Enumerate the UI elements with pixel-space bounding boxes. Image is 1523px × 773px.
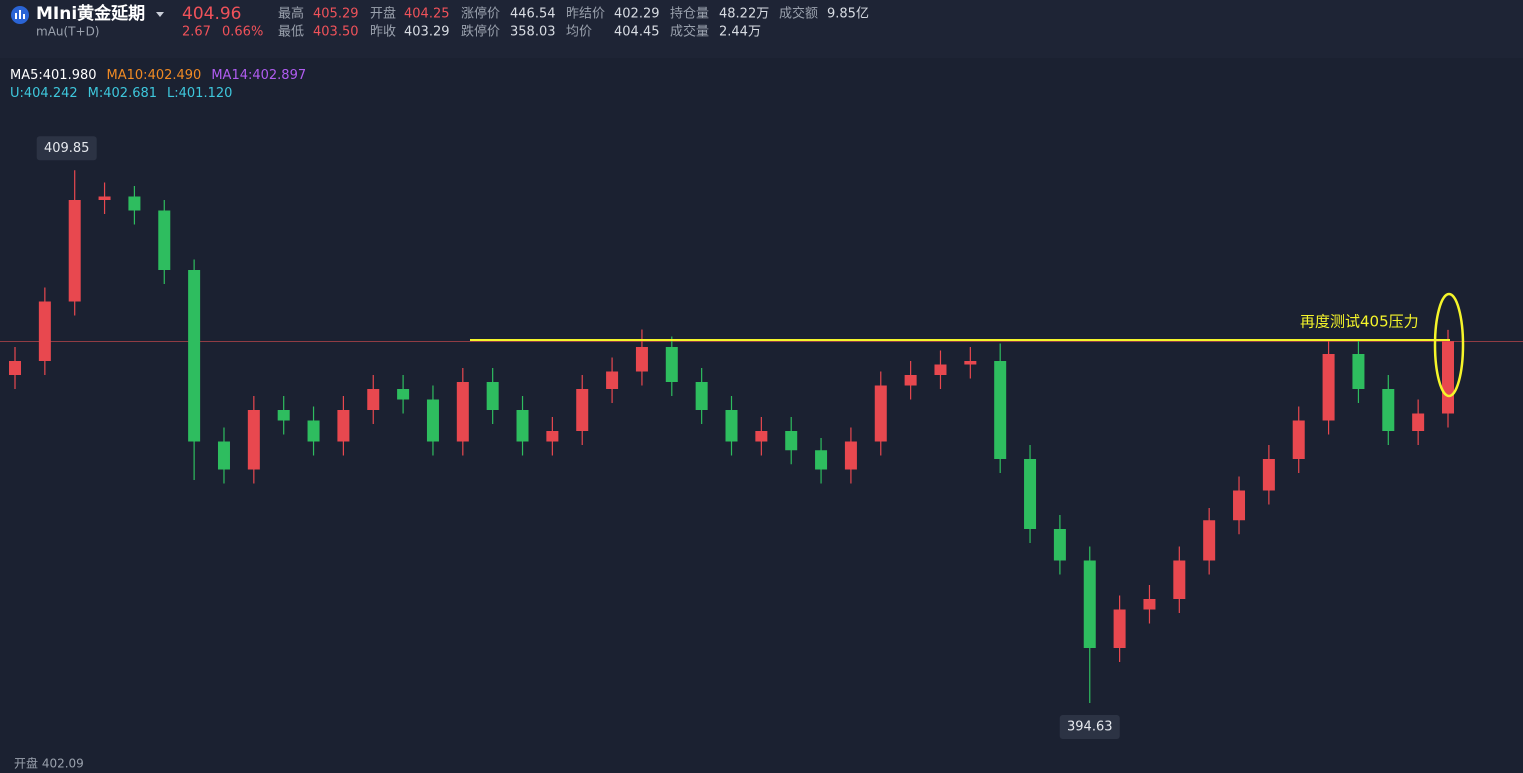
candle-body <box>486 382 499 410</box>
candle-body <box>307 420 320 442</box>
field-label: 最高 <box>278 6 304 22</box>
field-value: 403.50 <box>313 25 359 40</box>
candle-body <box>98 196 111 200</box>
indicator-value: U:404.242 <box>10 86 78 101</box>
candle-body <box>516 410 529 442</box>
candle-body <box>1053 529 1066 561</box>
instrument-name[interactable]: MIni黄金延期 <box>36 3 145 24</box>
candle-body <box>247 410 260 470</box>
field-label: 跌停价 <box>461 24 500 40</box>
change-pct: 0.66% <box>222 25 263 40</box>
change: 2.67 <box>182 25 211 40</box>
ma-legend: MA5:401.980 MA10:402.490 MA14:402.897 <box>10 68 306 83</box>
field-value: 48.22万 <box>719 7 769 22</box>
candle-body <box>1143 599 1156 610</box>
candle-body <box>725 410 738 442</box>
high-tag-bg <box>36 136 97 161</box>
candle-body <box>755 431 768 442</box>
candle-body <box>844 441 857 470</box>
candle-body <box>337 410 350 442</box>
candle-body <box>665 347 678 382</box>
indicator-value: MA5:401.980 <box>10 68 97 83</box>
candle-body <box>188 270 201 442</box>
candle-body <box>456 382 469 442</box>
field-label: 成交量 <box>670 24 709 40</box>
indicator-value: MA14:402.897 <box>211 68 306 83</box>
field-value: 404.45 <box>614 25 660 40</box>
candle-body <box>576 389 589 431</box>
candle-body <box>1352 354 1365 389</box>
candle-body <box>38 301 51 361</box>
field-label: 涨停价 <box>461 6 500 22</box>
candle-body <box>68 200 81 302</box>
highlight-ellipse <box>1433 292 1465 398</box>
dropdown-arrow[interactable] <box>156 12 164 17</box>
field-value: 358.03 <box>510 25 556 40</box>
candle-body <box>1262 459 1275 491</box>
header-bg <box>0 0 1523 58</box>
field-value: 403.29 <box>404 25 450 40</box>
candle-body <box>1203 520 1216 561</box>
field-value: 446.54 <box>510 7 556 22</box>
field-value: 404.25 <box>404 7 450 22</box>
candle-body <box>158 210 171 270</box>
high-tag: 409.85 <box>44 141 90 156</box>
low-tag-bg <box>1059 714 1120 739</box>
field-value: 405.29 <box>313 7 359 22</box>
candle-body <box>994 361 1007 459</box>
candle-body <box>874 385 887 442</box>
candle-body <box>1113 609 1126 648</box>
candle-body <box>1322 354 1335 421</box>
candle-body <box>695 382 708 410</box>
candle-body <box>277 410 290 421</box>
candle-body <box>426 399 439 442</box>
candle-body <box>635 347 648 372</box>
candle-body <box>964 361 977 365</box>
candle-body <box>904 375 917 386</box>
candle-body <box>367 389 380 410</box>
candle-body <box>1442 341 1454 414</box>
candle-body <box>1382 389 1395 431</box>
indicator-value: MA10:402.490 <box>107 68 202 83</box>
field-value: 9.85亿 <box>827 7 869 22</box>
field-label: 开盘 <box>370 6 396 22</box>
field-value: 2.44万 <box>719 25 761 40</box>
field-label: 均价 <box>566 25 592 40</box>
candle-body <box>934 364 947 375</box>
candle-body <box>128 196 141 211</box>
candle-body <box>1173 560 1186 599</box>
indicator-value: M:402.681 <box>88 86 157 101</box>
candle-body <box>1292 420 1305 459</box>
boll-legend: U:404.242 M:402.681 L:401.120 <box>10 86 232 101</box>
indicator-value: L:401.120 <box>167 86 232 101</box>
candle-body <box>397 389 410 400</box>
candle-body <box>606 371 619 389</box>
candle-body <box>785 431 798 451</box>
field-label: 昨收 <box>370 25 396 40</box>
field-label: 最低 <box>278 25 304 40</box>
field-label: 成交额 <box>779 6 818 22</box>
candle-body <box>1233 490 1246 521</box>
field-value: 402.29 <box>614 7 660 22</box>
field-label: 持仓量 <box>670 7 709 22</box>
candle-body <box>1083 560 1096 648</box>
candle-body <box>9 361 21 375</box>
app-icon <box>11 6 29 24</box>
candle-body <box>1412 413 1425 431</box>
low-tag: 394.63 <box>1067 719 1113 734</box>
instrument-code: mAu(T+D) <box>36 25 100 39</box>
resistance-label: 再度测试405压力 <box>1300 313 1419 331</box>
field-label: 昨结价 <box>566 7 605 22</box>
candle-body <box>815 450 828 470</box>
candle-body <box>546 431 559 442</box>
candle-body <box>217 441 230 470</box>
footer-open: 开盘 402.09 <box>14 756 84 771</box>
last-price: 404.96 <box>182 4 241 24</box>
candle-body <box>1024 459 1037 529</box>
